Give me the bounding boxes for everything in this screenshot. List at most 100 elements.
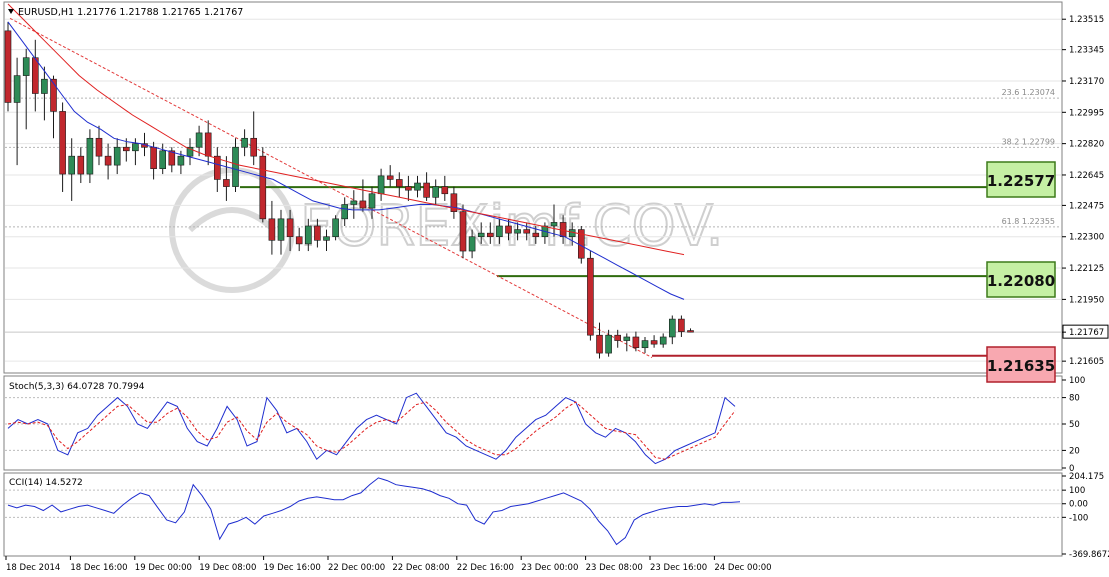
stoch-tick-label: 50 [1069, 420, 1080, 430]
candle-down [532, 232, 540, 238]
support-1-box [986, 346, 1056, 383]
time-tick-label: 19 Dec 00:00 [135, 563, 192, 573]
ma-red-line [7, 3, 685, 256]
candle-down [395, 179, 403, 187]
cci-scale: 204.175 100 0.00 -100 -369.8672 [1062, 472, 1109, 560]
moving-averages [7, 3, 685, 300]
candle-up [414, 182, 421, 191]
time-tick-label: 18 Dec 16:00 [70, 563, 127, 573]
stoch-scale: 100 80 50 20 0 [1062, 376, 1085, 474]
price-tick-label: 1.22300 [1069, 233, 1104, 243]
candle-down [50, 78, 57, 112]
stoch-tick-label: 80 [1069, 394, 1080, 404]
candle-up [232, 146, 239, 187]
price-tick-label: 1.21950 [1069, 295, 1104, 305]
downtrend-line [9, 17, 653, 359]
candle-up [113, 146, 121, 166]
candle-up [350, 200, 358, 205]
candle-down [123, 146, 130, 152]
cci-panel[interactable] [3, 472, 1063, 557]
stoch-tick-label: 0 [1069, 464, 1074, 474]
candle-down [405, 186, 412, 191]
time-tick-label: 23 Dec 16:00 [650, 563, 707, 573]
cci-tick-label: -369.8672 [1069, 550, 1109, 560]
fibo-label: 38.2 1.22799 [1002, 137, 1055, 146]
candle-up [22, 57, 30, 76]
candle-up [659, 336, 667, 345]
time-tick-label: 23 Dec 08:00 [586, 563, 643, 573]
candle-up [568, 229, 576, 238]
support-1-label: 1.21635 [987, 357, 1055, 375]
candle-up [41, 78, 48, 94]
cci-value-line [7, 477, 741, 546]
candle-down [523, 229, 531, 234]
candle-up [132, 143, 139, 152]
candle-up [86, 137, 94, 175]
resistance-2-box [986, 261, 1056, 298]
time-tick-label: 18 Dec 2014 [6, 563, 60, 573]
candle-up [514, 229, 521, 234]
candle-up [432, 186, 440, 198]
candle-up [177, 155, 185, 166]
candle-up [186, 146, 194, 157]
candle-down [441, 186, 449, 195]
price-tick-label: 1.22125 [1069, 264, 1104, 274]
candle-up [623, 336, 631, 341]
time-tick-label: 24 Dec 00:00 [714, 563, 771, 573]
time-tick-label: 19 Dec 16:00 [264, 563, 321, 573]
candle-down [104, 155, 112, 166]
stoch-panel[interactable] [3, 375, 1063, 471]
candle-up [605, 334, 612, 354]
candle-up [477, 232, 485, 238]
candle-up [323, 236, 330, 241]
time-tick-label: 23 Dec 00:00 [521, 563, 578, 573]
fibo-label: 23.6 1.23074 [1002, 88, 1055, 97]
price-tick-label: 1.22645 [1069, 171, 1104, 181]
candle-up [304, 225, 312, 245]
candle-up [341, 204, 349, 220]
candle-up [550, 222, 558, 227]
resistance-2-label: 1.22080 [987, 272, 1055, 290]
stoch-info: Stoch(5,3,3) 64.0728 70.7994 [9, 382, 145, 392]
candle-down [95, 137, 103, 157]
candle-down [587, 257, 594, 336]
stoch-main-line [7, 392, 736, 465]
candle-down [632, 336, 640, 349]
cci-line [5, 477, 1061, 546]
candle-up [377, 175, 385, 195]
stoch-tick-label: 20 [1069, 446, 1080, 456]
stoch-tick-label: 100 [1069, 376, 1085, 386]
candle-down [31, 57, 39, 94]
candle-down [423, 182, 430, 198]
time-tick-label: 22 Dec 00:00 [328, 563, 385, 573]
candle-up [277, 218, 285, 241]
candle-down [286, 218, 294, 238]
candle-down [77, 155, 85, 175]
fibo-label: 61.8 1.22355 [1002, 217, 1055, 226]
candle-down [223, 179, 230, 187]
candle-up [468, 236, 476, 252]
time-tick-label: 19 Dec 08:00 [199, 563, 256, 573]
candle-down [314, 225, 321, 241]
candle-down [505, 225, 512, 234]
candle-down [596, 334, 603, 354]
symbol-info: EURUSD,H1 1.21776 1.21788 1.21765 1.2176… [18, 7, 243, 18]
cci-tick-label: 0.00 [1069, 500, 1088, 510]
price-tick-label: 1.22475 [1069, 201, 1104, 211]
price-tick-label: 1.21767 [1069, 328, 1104, 338]
price-tick-label: 1.22820 [1069, 140, 1104, 150]
key-levels [5, 17, 1061, 359]
candle-up [195, 132, 203, 148]
candle-down [295, 236, 303, 245]
candle-up [368, 193, 376, 209]
candle-down [214, 155, 221, 180]
candle-down [678, 318, 685, 332]
candle-down [450, 193, 458, 212]
candle-up [496, 225, 503, 238]
triangle-down-icon[interactable] [8, 9, 14, 14]
time-scale: 18 Dec 2014 18 Dec 16:00 19 Dec 00:00 19 De… [5, 556, 772, 573]
candle-down [204, 132, 212, 157]
candle-down [386, 175, 394, 180]
candle-down [650, 340, 658, 345]
